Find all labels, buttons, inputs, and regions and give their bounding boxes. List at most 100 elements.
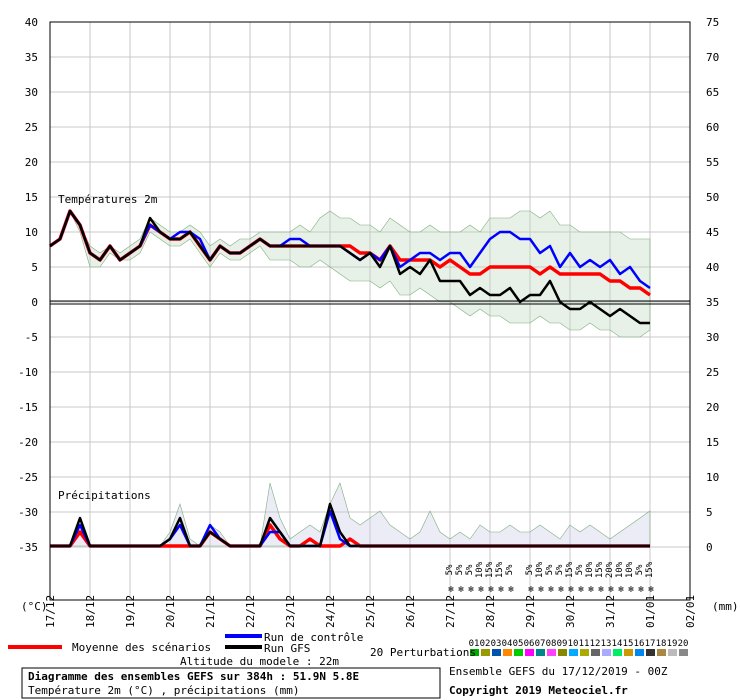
snowflake-icon: ❄ <box>548 585 554 595</box>
snow-risk-label: 10% <box>475 561 485 578</box>
perturbation-id: 08 <box>546 639 557 649</box>
snow-risk-label: 5% <box>505 564 515 575</box>
perturbations-label: 20 Perturbations <box>370 646 476 659</box>
snow-risk-label: 10% <box>535 561 545 578</box>
copyright: Copyright 2019 Meteociel.fr <box>449 684 628 697</box>
perturbation-swatch <box>558 649 567 656</box>
snowflake-icon: ❄ <box>448 585 454 595</box>
x-tick-label: 18/12 <box>84 595 97 628</box>
x-tick-label: 01/01 <box>644 595 657 628</box>
snowflake-icon: ❄ <box>558 585 564 595</box>
temperature-spread-band <box>49 210 651 338</box>
y-right-tick-label: 60 <box>706 121 719 134</box>
snow-risk-label: 15% <box>565 561 575 578</box>
snowflake-icon: ❄ <box>468 585 474 595</box>
y-right-tick-label: 40 <box>706 261 719 274</box>
x-tick-label: 22/12 <box>244 595 257 628</box>
perturbation-id: 12 <box>590 639 601 649</box>
perturbation-swatch <box>525 649 534 656</box>
y-right-tick-label: 65 <box>706 86 719 99</box>
perturbation-swatch <box>668 649 677 656</box>
plot-frame <box>49 21 691 601</box>
snowflake-icon: ❄ <box>638 585 644 595</box>
x-tick-label: 29/12 <box>524 595 537 628</box>
perturbation-swatch <box>657 649 666 656</box>
perturbation-swatch <box>569 649 578 656</box>
x-tick-label: 31/12 <box>604 595 617 628</box>
perturbation-swatch <box>503 649 512 656</box>
y-left-tick-label: 5 <box>31 261 38 274</box>
y-right-tick-label: 55 <box>706 156 719 169</box>
snow-risk-label: 10% <box>585 561 595 578</box>
perturbation-swatch <box>514 649 523 656</box>
model-altitude: Altitude du modele : 22m <box>180 655 339 668</box>
snow-risk-label: 15% <box>645 561 655 578</box>
y-right-tick-label: 75 <box>706 16 719 29</box>
title-box <box>21 667 441 699</box>
y-left-tick-label: 20 <box>25 156 38 169</box>
perturbation-id: 03 <box>491 639 502 649</box>
snowflake-icon: ❄ <box>618 585 624 595</box>
y-left-tick-label: -25 <box>18 471 38 484</box>
y-right-tick-label: 10 <box>706 471 719 484</box>
ensemble-run-info: Ensemble GEFS du 17/12/2019 - 00Z <box>449 665 668 678</box>
snow-risk-label: 5% <box>525 564 535 575</box>
x-tick-label: 25/12 <box>364 595 377 628</box>
right-axis-unit: (mm) <box>712 600 739 613</box>
y-left-tick-label: 40 <box>25 16 38 29</box>
perturbation-swatch <box>591 649 600 656</box>
perturbation-id: 20 <box>678 639 689 649</box>
perturbation-swatch <box>602 649 611 656</box>
snowflake-icon: ❄ <box>608 585 614 595</box>
chart-title: Diagramme des ensembles GEFS sur 384h : … <box>28 670 359 683</box>
snowflake-icon: ❄ <box>458 585 464 595</box>
series-lines <box>48 209 652 548</box>
x-tick-label: 17/12 <box>44 595 57 628</box>
perturbation-id: 02 <box>480 639 491 649</box>
snow-risk-band: 5%❄5%❄5%❄10%❄15%❄15%❄5%❄5%❄10%❄5%❄5%❄15%… <box>445 561 655 595</box>
x-tick-label: 02/01 <box>684 595 697 628</box>
legend: Moyenne des scénarios Run de contrôleRun … <box>8 631 688 656</box>
snow-risk-label: 10% <box>625 561 635 578</box>
y-left-tick-label: 10 <box>25 226 38 239</box>
precipitation-panel-label: Précipitations <box>58 489 151 502</box>
perturbation-id: 11 <box>579 639 590 649</box>
snowflake-icon: ❄ <box>568 585 574 595</box>
temperature-panel-label: Températures 2m <box>58 193 158 206</box>
gfs-legend-label: Run GFS <box>264 642 310 655</box>
control-legend-label: Run de contrôle <box>264 631 363 644</box>
perturbation-id: 18 <box>656 639 667 649</box>
y-left-tick-label: -10 <box>18 366 38 379</box>
x-tick-label: 23/12 <box>284 595 297 628</box>
snowflake-icon: ❄ <box>508 585 514 595</box>
mean-legend-label: Moyenne des scénarios <box>72 641 211 654</box>
perturbation-id: 17 <box>645 639 656 649</box>
snow-risk-label: 5% <box>455 564 465 575</box>
y-left-tick-label: 15 <box>25 191 38 204</box>
snow-risk-label: 5% <box>545 564 555 575</box>
perturbation-id: 01 <box>469 639 480 649</box>
perturbation-id: 14 <box>612 639 623 649</box>
y-right-tick-label: 20 <box>706 401 719 414</box>
perturbation-swatch <box>481 649 490 656</box>
y-left-tick-label: 35 <box>25 51 38 64</box>
perturbation-swatch <box>646 649 655 656</box>
perturbation-id: 13 <box>601 639 612 649</box>
snow-risk-label: 5% <box>635 564 645 575</box>
snowflake-icon: ❄ <box>498 585 504 595</box>
snow-risk-label: 5% <box>445 564 455 575</box>
y-right-tick-label: 0 <box>706 541 713 554</box>
snowflake-icon: ❄ <box>598 585 604 595</box>
precipitation-line <box>50 502 650 548</box>
perturbation-swatch <box>547 649 556 656</box>
perturbation-swatch <box>470 649 479 656</box>
perturbation-id: 15 <box>623 639 634 649</box>
snow-risk-label: 5% <box>555 564 565 575</box>
snow-risk-label: 5% <box>575 564 585 575</box>
x-tick-label: 19/12 <box>124 595 137 628</box>
snowflake-icon: ❄ <box>648 585 654 595</box>
snow-risk-label: 20% <box>605 561 615 578</box>
chart-subtitle: Température 2m (°C) , précipitations (mm… <box>28 684 300 697</box>
y-right-tick-label: 25 <box>706 366 719 379</box>
